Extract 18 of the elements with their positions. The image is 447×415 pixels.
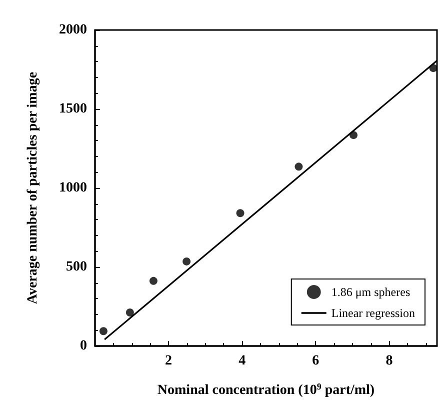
y-tick-label: 2000 xyxy=(59,22,87,38)
point xyxy=(182,257,191,266)
point xyxy=(99,327,108,336)
y-tick-label: 1000 xyxy=(59,180,87,196)
point xyxy=(149,276,158,285)
x-tick-label: 2 xyxy=(165,354,172,368)
y-axis-title: Average number of particles per image xyxy=(26,72,40,304)
point xyxy=(294,162,303,171)
y-tick-label: 500 xyxy=(66,260,87,274)
x-tick-label: 8 xyxy=(386,354,393,368)
x-tick-label: 4 xyxy=(238,354,246,368)
y-tick-label: 1500 xyxy=(59,102,87,116)
point xyxy=(126,308,134,316)
y-tick-label: 0 xyxy=(80,338,87,354)
x-tick-label: 6 xyxy=(312,354,320,368)
legend-label: Linear regression xyxy=(331,306,416,320)
legend-label: 1.86 μm spheres xyxy=(331,285,410,299)
point xyxy=(236,209,244,218)
